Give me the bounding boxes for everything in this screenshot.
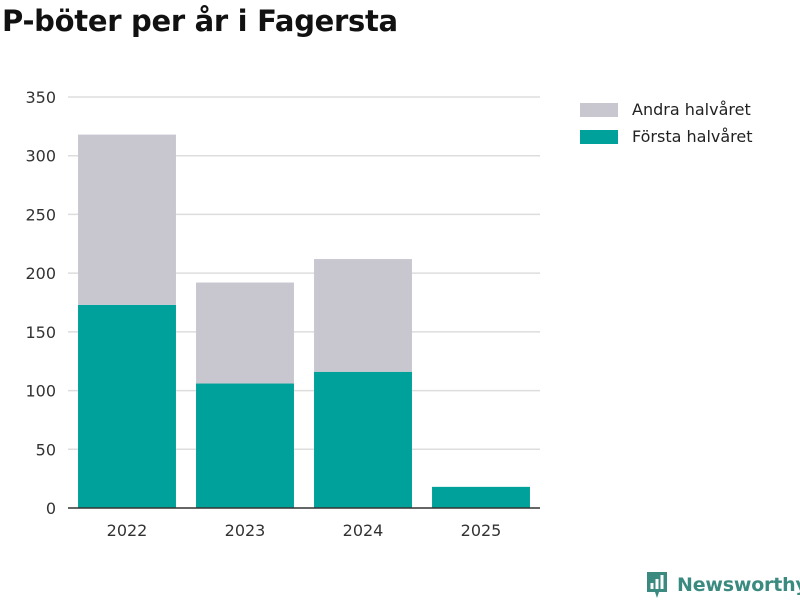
y-tick-label-100: 100 xyxy=(25,382,56,401)
y-tick-label-50: 50 xyxy=(36,440,56,459)
legend-swatch-first-half xyxy=(580,129,618,144)
brand-name: Newsworthy xyxy=(677,574,800,596)
legend-label-second-half: Andra halvåret xyxy=(632,100,751,119)
legend-label-first-half: Första halvåret xyxy=(632,127,753,146)
y-tick-label-150: 150 xyxy=(25,323,56,342)
y-tick-label-350: 350 xyxy=(25,88,56,107)
bar-2023-andra-halvaret[interactable] xyxy=(196,282,294,384)
chart-title: P-böter per år i Fagersta xyxy=(2,4,398,38)
y-tick-label-300: 300 xyxy=(25,147,56,166)
y-tick-label-200: 200 xyxy=(25,264,56,283)
x-tick-label-2022: 2022 xyxy=(107,521,148,540)
legend-swatch-second-half xyxy=(580,102,618,117)
y-tick-label-0: 0 xyxy=(46,499,56,518)
x-tick-label-2023: 2023 xyxy=(225,521,266,540)
newsworthy-logo-icon xyxy=(647,572,667,598)
legend-item-second-half[interactable]: Andra halvåret xyxy=(580,96,753,123)
brand-logo: Newsworthy xyxy=(645,570,800,600)
x-tick-label-2025: 2025 xyxy=(461,521,502,540)
bar-2023-forsta-halvaret[interactable] xyxy=(196,383,294,508)
bar-2024-forsta-halvaret[interactable] xyxy=(314,371,412,508)
legend: Andra halvåret Första halvåret xyxy=(580,96,753,150)
bar-2025-forsta-halvaret[interactable] xyxy=(432,486,530,508)
bar-2022-forsta-halvaret[interactable] xyxy=(78,304,176,508)
x-tick-label-2024: 2024 xyxy=(343,521,384,540)
legend-item-first-half[interactable]: Första halvåret xyxy=(580,123,753,150)
bar-2022-andra-halvaret[interactable] xyxy=(78,134,176,305)
bar-2024-andra-halvaret[interactable] xyxy=(314,259,412,372)
y-tick-label-250: 250 xyxy=(25,205,56,224)
